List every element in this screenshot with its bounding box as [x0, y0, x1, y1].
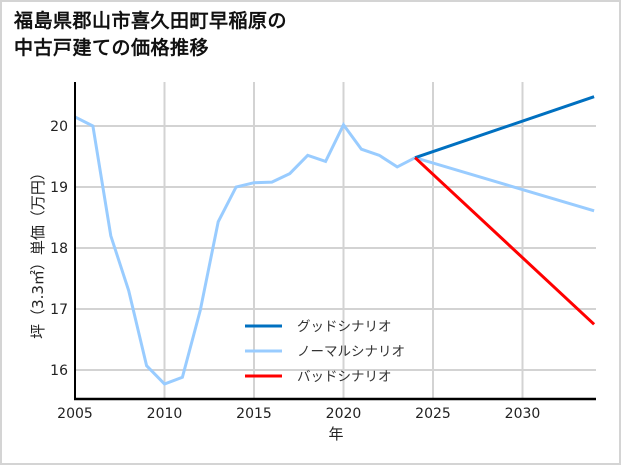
axes — [74, 82, 596, 401]
x-tick-label: 2025 — [415, 406, 451, 422]
x-tick-label: 2005 — [57, 406, 93, 422]
series-line — [414, 156, 596, 326]
legend-item: グッドシナリオ — [245, 319, 392, 335]
data-series — [74, 95, 596, 386]
x-tick-label: 2015 — [236, 406, 272, 422]
y-tick-label: 18 — [50, 241, 68, 257]
y-tick-label: 19 — [50, 180, 68, 196]
y-tick-labels: 16 17 18 19 20 — [50, 119, 68, 379]
grid-lines — [75, 82, 596, 399]
series-line — [414, 95, 595, 160]
x-tick-label: 2020 — [326, 406, 362, 422]
legend-label: バッドシナリオ — [297, 369, 392, 385]
chart-title: 福島県郡山市喜久田町早稲原の 中古戸建ての価格推移 — [14, 10, 288, 59]
x-tick-labels: 2005 2010 2015 2020 2025 2030 — [57, 406, 540, 422]
legend-item: ノーマルシナリオ — [245, 344, 405, 360]
legend-item: バッドシナリオ — [245, 369, 392, 385]
legend-label: ノーマルシナリオ — [297, 344, 405, 360]
legend-label: グッドシナリオ — [297, 319, 392, 335]
x-tick-label: 2030 — [505, 406, 541, 422]
x-tick-label: 2010 — [147, 406, 183, 422]
y-axis-label: 坪（3.3㎡）単価（万円） — [29, 165, 47, 339]
y-tick-label: 20 — [50, 119, 68, 135]
y-tick-label: 17 — [50, 302, 68, 318]
series-line — [74, 115, 595, 386]
y-tick-label: 16 — [50, 363, 68, 379]
x-axis-label: 年 — [328, 425, 343, 443]
